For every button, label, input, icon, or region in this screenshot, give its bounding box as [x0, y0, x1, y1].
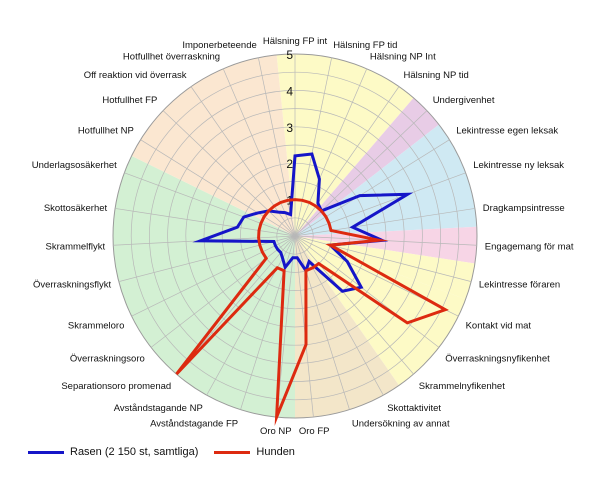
spoke-14: [294, 235, 350, 410]
category-label-6: Lekintresse ny leksak: [473, 160, 564, 171]
category-label-1: Hälsning FP tid: [333, 40, 397, 51]
category-label-17: Avståndstagande FP: [150, 418, 238, 429]
category-label-9: Lekintresse föraren: [479, 280, 560, 291]
spoke-29: [222, 68, 296, 237]
sector-2: [295, 124, 477, 236]
spoke-16: [276, 235, 296, 418]
tick-label-5: 5: [286, 48, 293, 62]
spoke-6: [294, 172, 466, 237]
category-label-28: Off reaktion vid överrask: [84, 70, 187, 81]
category-label-25: Underlagsosäkerhet: [32, 160, 117, 171]
tick-label-4: 4: [286, 84, 293, 98]
category-label-10: Kontakt vid mat: [466, 321, 532, 332]
category-label-16: Oro NP: [260, 426, 292, 437]
category-label-29: Hotfullhet överraskning: [123, 51, 220, 62]
spoke-21: [131, 235, 296, 317]
category-label-2: Hälsning NP Int: [370, 51, 436, 62]
spoke-7: [294, 208, 475, 237]
legend-item-rasen: Rasen (2 150 st, samtliga): [28, 446, 198, 458]
sector-5: [295, 236, 466, 386]
category-label-21: Skrammeloro: [68, 321, 125, 332]
legend: Rasen (2 150 st, samtliga) Hunden: [28, 446, 311, 458]
spoke-9: [294, 235, 472, 282]
category-label-3: Hälsning NP tid: [404, 70, 469, 81]
category-label-4: Undergivenhet: [433, 95, 495, 106]
category-label-26: Hotfullhet NP: [78, 126, 134, 137]
spoke-30: [258, 57, 296, 237]
category-label-19: Separationsoro promenad: [61, 381, 171, 392]
category-label-24: Skottosäkerhet: [44, 203, 108, 214]
legend-label-hunden: Hunden: [256, 446, 295, 458]
spoke-18: [206, 235, 296, 396]
series-line-1: [175, 198, 449, 426]
spoke-27: [162, 110, 296, 237]
spoke-12: [294, 235, 414, 375]
category-label-15: Oro FP: [299, 426, 330, 437]
sector-6: [295, 236, 399, 418]
category-label-0: Hälsning FP int: [263, 36, 328, 47]
spoke-20: [150, 235, 296, 348]
sector-7: [113, 155, 295, 418]
tick-label-3: 3: [286, 121, 293, 135]
data-series: [175, 152, 449, 426]
spoke-5: [294, 139, 450, 237]
category-label-5: Lekintresse egen leksak: [456, 126, 558, 137]
category-label-7: Dragkampsintresse: [483, 203, 565, 214]
spoke-3: [294, 86, 400, 237]
legend-swatch-rasen: [28, 450, 64, 454]
category-label-8: Engagemang för mat: [485, 242, 574, 253]
legend-swatch-hunden: [214, 450, 251, 454]
sector-0: [276, 54, 414, 237]
spoke-25: [124, 172, 296, 237]
spoke-26: [140, 139, 296, 237]
category-label-23: Skrammelflykt: [46, 242, 106, 253]
category-label-27: Hotfullhet FP: [102, 95, 157, 106]
tick-label-2: 2: [286, 157, 293, 171]
category-label-12: Skrammelnyfikenhet: [419, 381, 505, 392]
spoke-11: [294, 235, 440, 348]
legend-label-rasen: Rasen (2 150 st, samtliga): [70, 446, 199, 458]
sector-8: [131, 54, 295, 237]
spoke-2: [294, 68, 368, 237]
spoke-4: [294, 110, 428, 237]
spoke-15: [294, 235, 314, 418]
legend-item-hunden: Hunden: [214, 446, 295, 458]
category-label-20: Överraskningsoro: [70, 353, 145, 364]
series-line-0: [192, 152, 414, 293]
category-label-11: Överraskningsnyfikenhet: [445, 353, 550, 364]
sector-3: [295, 226, 478, 264]
spoke-24: [115, 208, 296, 237]
category-label-18: Avståndstagande NP: [114, 403, 203, 414]
category-label-30: Imponerbeteende: [182, 40, 256, 51]
spoke-22: [118, 235, 296, 282]
category-label-22: Överraskningsflykt: [33, 280, 111, 291]
category-label-13: Skottaktivitet: [387, 403, 441, 414]
category-label-14: Undersökning av annat: [352, 418, 450, 429]
spoke-1: [294, 57, 332, 237]
